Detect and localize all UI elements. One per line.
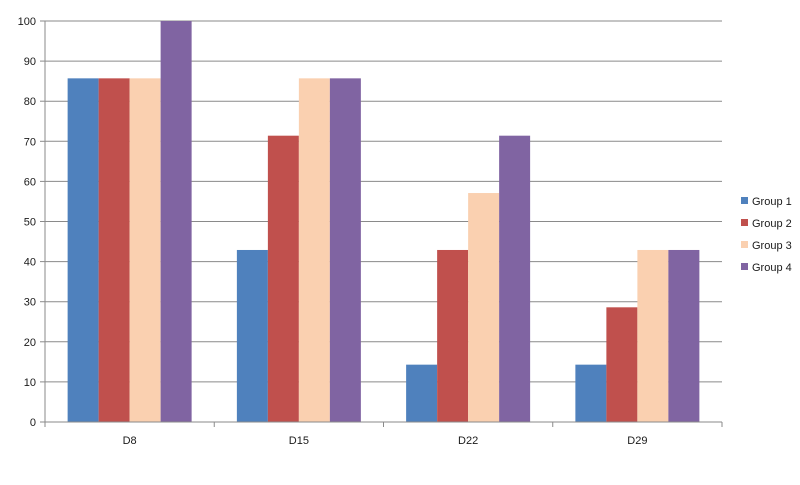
x-category-label: D22	[458, 435, 478, 447]
y-tick-label: 0	[30, 417, 36, 429]
legend-label: Group 3	[752, 240, 792, 252]
legend-swatch	[741, 197, 748, 204]
bar-group-2-d15	[267, 135, 299, 422]
bar-group-3-d15	[298, 78, 330, 422]
y-tick-label: 70	[24, 136, 36, 148]
legend-swatch	[741, 219, 748, 226]
legend-label: Group 1	[752, 196, 792, 208]
x-category-label: D29	[627, 435, 647, 447]
legend-swatch	[741, 263, 748, 270]
legend-label: Group 2	[752, 218, 792, 230]
y-tick-label: 50	[24, 217, 36, 229]
x-category-label: D15	[289, 435, 309, 447]
bar-group-1-d29	[575, 364, 607, 422]
bar-group-3-d29	[637, 249, 669, 422]
y-tick-label: 100	[18, 16, 36, 28]
bar-group-4-d15	[329, 78, 361, 422]
y-tick-label: 10	[24, 377, 36, 389]
bars	[67, 21, 700, 422]
legend-swatch	[741, 241, 748, 248]
x-axis-labels: D8 D15 D22 D29	[123, 435, 648, 447]
bar-group-4-d29	[668, 249, 700, 422]
y-tick-label: 60	[24, 176, 36, 188]
axes	[44, 21, 723, 427]
y-tick-label: 20	[24, 337, 36, 349]
y-tick-label: 40	[24, 257, 36, 269]
bar-group-1-d22	[406, 364, 438, 422]
y-tick-label: 80	[24, 96, 36, 108]
bar-group-1-d15	[236, 249, 268, 422]
y-axis-ticks: 0 10 20 30 40 50 60 70 80 90 100	[18, 16, 45, 429]
bar-group-2-d8	[98, 78, 130, 422]
legend-label: Group 4	[752, 262, 792, 274]
y-tick-label: 90	[24, 56, 36, 68]
legend: Group 1 Group 2 Group 3 Group 4	[741, 196, 792, 274]
x-category-label: D8	[123, 435, 137, 447]
bar-group-3-d22	[468, 193, 500, 422]
bar-group-2-d22	[437, 249, 469, 422]
bar-group-3-d8	[129, 78, 161, 422]
y-tick-label: 30	[24, 297, 36, 309]
bar-group-1-d8	[67, 78, 99, 422]
bar-group-4-d22	[499, 135, 531, 422]
bar-group-2-d29	[606, 307, 638, 422]
bar-group-4-d8	[160, 21, 192, 422]
